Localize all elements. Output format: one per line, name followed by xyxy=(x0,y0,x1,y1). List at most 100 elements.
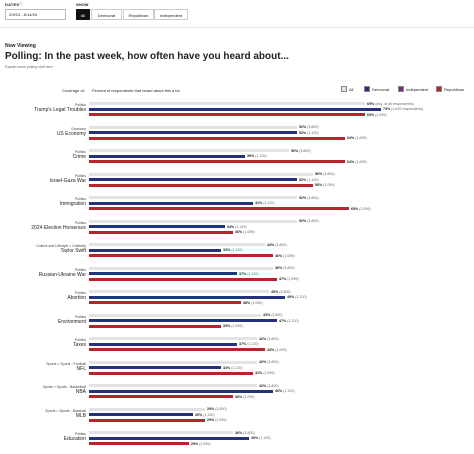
topic-category: Politics xyxy=(74,338,86,342)
bar-value-label: 46% (1,099) xyxy=(275,253,295,258)
bar-dem[interactable] xyxy=(89,413,193,417)
bar-value-label: 49% (1,120) xyxy=(287,295,307,300)
bar-all[interactable] xyxy=(89,102,365,106)
bar-value-label: 33% (1,120) xyxy=(223,248,243,253)
bar-dem[interactable] xyxy=(89,295,285,299)
bar-value-label: 36% (1,099) xyxy=(235,394,255,399)
topic-row-russian-ukraine-war: Politics Russian-Ukraine War 46% (3,800) 37… xyxy=(0,266,474,289)
page-subtitle: Explain some polling stuff here. xyxy=(5,65,54,69)
bar-value-label: 41% (1,099) xyxy=(255,371,275,376)
bar-value-label: 36% (1,099) xyxy=(235,230,255,235)
bar-rep[interactable] xyxy=(89,301,241,305)
bar-all[interactable] xyxy=(89,290,269,294)
topic-name: Abortion xyxy=(67,295,86,301)
filters-bar: DATES ⓘ 2/9/24 - 6/14/24 SHOW All Democr… xyxy=(5,1,469,22)
bar-all[interactable] xyxy=(89,384,257,388)
bar-all[interactable] xyxy=(89,360,257,364)
bar-dem[interactable] xyxy=(89,178,297,182)
topic-category: Politics xyxy=(74,267,86,272)
topic-row-immigration: Politics Immigration 52% (3,800) 41% (1,120… xyxy=(0,195,474,218)
bar-all[interactable] xyxy=(89,266,273,270)
bar-all[interactable] xyxy=(89,149,289,153)
bar-rep[interactable] xyxy=(89,348,265,352)
bar-rep[interactable] xyxy=(89,254,273,258)
bar-dem[interactable] xyxy=(89,107,381,111)
topic-row-crime: Politics Crime 50% (3,800) 39% (1,120) 64% (… xyxy=(0,148,474,171)
topic-category: Politics xyxy=(74,173,86,178)
bar-value-label: 39% (1,120) xyxy=(247,154,267,159)
bar-value-label: 38% (1,099) xyxy=(243,300,263,305)
topic-name: Trump's Legal Troubles xyxy=(34,107,86,113)
bar-dem[interactable] xyxy=(89,319,277,323)
bar-dem[interactable] xyxy=(89,201,253,205)
show-option-democrat[interactable]: Democrat xyxy=(91,9,122,20)
bar-value-label: 42% (3,800) xyxy=(259,383,279,388)
bar-dem[interactable] xyxy=(89,248,221,252)
bar-dem[interactable] xyxy=(89,366,221,370)
topic-name: NBA xyxy=(75,389,86,395)
topic-row-us-economy: Economy US Economy 52% (3,800) 52% (1,120) 6… xyxy=(0,125,474,148)
bar-value-label: 52% (1,120) xyxy=(299,130,319,135)
bar-dem[interactable] xyxy=(89,436,249,440)
topic-category: Politics xyxy=(74,291,86,295)
bar-all[interactable] xyxy=(89,313,261,317)
bar-value-label: 43% (3,800) xyxy=(263,313,283,318)
bar-all[interactable] xyxy=(89,196,297,200)
topic-name: NFL xyxy=(76,365,86,372)
bar-rep[interactable] xyxy=(89,136,345,140)
show-option-republican[interactable]: Republican xyxy=(123,9,154,20)
bar-all[interactable] xyxy=(89,172,313,176)
bar-rep[interactable] xyxy=(89,230,233,234)
bar-rep[interactable] xyxy=(89,442,189,446)
bar-rep[interactable] xyxy=(89,371,253,375)
bar-rep[interactable] xyxy=(89,277,277,281)
bar-dem[interactable] xyxy=(89,272,237,276)
bar-value-label: 45% (3,800) xyxy=(271,289,291,294)
date-range-input[interactable]: 2/9/24 - 6/14/24 xyxy=(5,9,66,20)
bar-dem[interactable] xyxy=(89,342,237,346)
coverage-header: Coverage of: xyxy=(62,88,85,93)
bar-all[interactable] xyxy=(89,125,297,129)
topic-name: 2024 Election Horserace xyxy=(31,224,86,231)
bar-all[interactable] xyxy=(89,243,265,247)
show-option-independent[interactable]: Independent xyxy=(154,9,188,20)
bar-rep[interactable] xyxy=(89,418,205,422)
topic-row-taxes: Politics Taxes 42% (3,800) 37% (1,120) 44% (… xyxy=(0,336,474,359)
topic-category: Politics xyxy=(74,220,86,225)
bar-rep[interactable] xyxy=(89,160,345,164)
topic-category: Sports > Sports - Basketball xyxy=(42,385,86,389)
legend-swatch-democrat xyxy=(364,86,370,92)
legend-swatch-independent xyxy=(398,86,404,92)
bar-value-label: 42% (3,800) xyxy=(259,336,279,341)
bar-value-label: 44% (1,099) xyxy=(267,347,287,352)
bar-all[interactable] xyxy=(89,407,205,411)
topic-name: Environment xyxy=(57,318,86,325)
bar-dem[interactable] xyxy=(89,154,245,158)
bar-value-label: 33% (1,120) xyxy=(223,365,243,370)
bar-value-label: 69% (1,099) xyxy=(367,112,387,117)
bar-all[interactable] xyxy=(89,337,257,341)
bar-rep[interactable] xyxy=(89,207,349,211)
topic-category: Politics xyxy=(74,150,86,154)
bar-dem[interactable] xyxy=(89,131,297,135)
bar-dem[interactable] xyxy=(89,389,273,393)
show-option-all[interactable]: All xyxy=(76,9,90,20)
bar-all[interactable] xyxy=(89,431,233,435)
topic-category: Economy xyxy=(71,126,86,131)
percent-header: Percent of respondents that heard about … xyxy=(92,88,180,93)
bar-value-label: 29% (1,099) xyxy=(207,418,227,423)
bar-value-label: 73% (1,620 respondents) xyxy=(383,107,424,112)
info-icon[interactable]: ⓘ xyxy=(19,1,23,6)
topic-name: MLB xyxy=(75,412,86,419)
bar-value-label: 69% (avg. of all respondents) xyxy=(367,101,414,106)
bar-dem[interactable] xyxy=(89,225,225,229)
bar-rep[interactable] xyxy=(89,113,365,117)
bar-value-label: 26% (1,120) xyxy=(195,412,215,417)
bar-rep[interactable] xyxy=(89,324,221,328)
topic-row-taylor-swift: Culture and Lifestyle > Celebrity Taylor … xyxy=(0,242,474,265)
topic-name: Taxes xyxy=(72,342,86,348)
bar-rep[interactable] xyxy=(89,183,313,187)
bar-rep[interactable] xyxy=(89,395,233,399)
bar-all[interactable] xyxy=(89,219,297,223)
